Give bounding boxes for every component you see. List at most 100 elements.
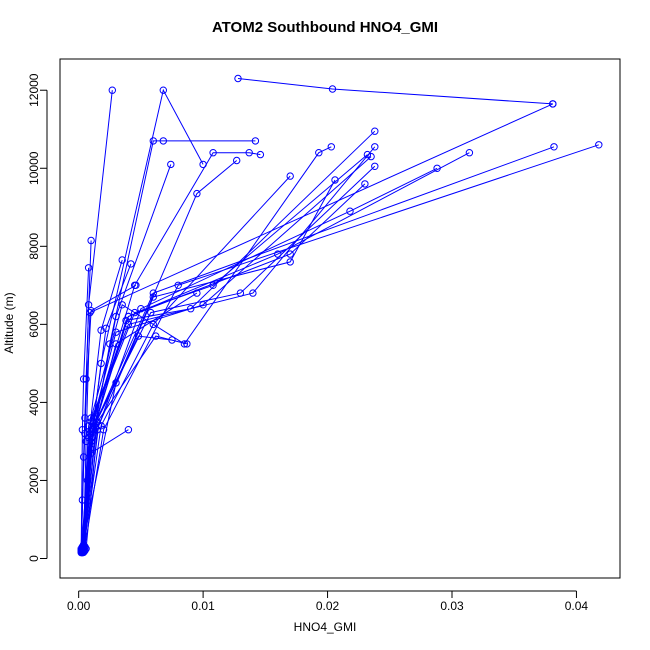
data-point	[118, 301, 126, 309]
data-point	[550, 143, 558, 151]
series-line-12	[83, 156, 372, 553]
series-line-10	[83, 130, 376, 552]
data-point	[78, 547, 87, 556]
data-point	[193, 289, 201, 297]
data-point	[346, 207, 354, 215]
data-point	[286, 250, 294, 258]
series-line-13	[80, 154, 368, 552]
data-point	[168, 336, 176, 344]
data-point	[327, 143, 335, 151]
data-point	[286, 172, 294, 180]
data-point	[159, 86, 168, 94]
x-tick-label: 0.00	[67, 599, 91, 613]
data-point	[251, 137, 260, 145]
series-line-30	[81, 335, 188, 552]
data-point	[328, 85, 337, 93]
data-point	[87, 236, 95, 245]
series-line-29	[83, 335, 173, 551]
data-point	[371, 162, 379, 171]
y-tick-label: 2000	[27, 467, 41, 494]
data-point	[93, 418, 102, 426]
x-axis-label: HNO4_GMI	[293, 620, 357, 634]
x-axis: 0.00 0.01 0.02 0.03 0.04	[67, 590, 589, 613]
data-point	[595, 141, 603, 149]
data-point	[233, 156, 241, 165]
data-point	[465, 149, 474, 157]
plot-frame	[59, 58, 621, 579]
y-tick-label: 6000	[27, 311, 41, 338]
data-point	[97, 326, 105, 334]
series-layer	[77, 74, 603, 557]
y-tick-label: 10000	[27, 151, 41, 185]
data-point	[174, 281, 182, 289]
y-tick-label: 4000	[27, 389, 41, 416]
y-axis: 0 2000 4000 6000 8000 10000 12000	[27, 73, 48, 562]
data-point	[274, 250, 282, 258]
series-line-18	[81, 152, 470, 551]
data-point	[331, 176, 339, 184]
series-line-9	[84, 146, 332, 551]
data-point	[315, 149, 323, 157]
data-point	[256, 150, 265, 159]
data-point	[124, 312, 133, 321]
data-point	[209, 149, 217, 157]
series-line-5	[83, 140, 256, 545]
x-tick-label: 0.03	[440, 599, 464, 613]
data-point	[84, 433, 93, 442]
data-point	[79, 453, 88, 461]
data-point	[112, 328, 120, 336]
data-point	[149, 289, 158, 297]
series-line-27	[80, 267, 90, 549]
data-point	[361, 180, 369, 188]
data-point	[127, 260, 135, 268]
data-point	[147, 308, 155, 317]
series-line-3	[237, 78, 553, 105]
data-point	[180, 340, 189, 348]
series-line-21	[83, 175, 291, 549]
x-tick-label: 0.01	[191, 599, 215, 613]
data-point	[234, 74, 242, 83]
data-point	[137, 305, 145, 313]
x-tick-label: 0.04	[565, 599, 589, 613]
data-point	[134, 332, 143, 340]
data-point	[87, 307, 95, 315]
data-point	[193, 189, 201, 198]
data-point	[149, 137, 158, 145]
data-point	[152, 332, 160, 340]
data-point	[159, 137, 168, 145]
data-point	[79, 375, 88, 383]
y-tick-label: 8000	[27, 233, 41, 260]
data-point	[371, 127, 379, 135]
data-point	[549, 100, 557, 108]
data-point	[78, 426, 87, 434]
series-line-15	[84, 183, 366, 547]
data-point	[149, 320, 158, 329]
series-line-26	[80, 240, 92, 551]
data-point	[124, 426, 133, 434]
data-point	[286, 258, 294, 266]
data-point	[371, 143, 379, 151]
data-point	[367, 152, 375, 161]
y-tick-label: 0	[27, 555, 41, 562]
data-point	[187, 305, 195, 313]
data-point	[82, 375, 90, 383]
data-point	[112, 340, 120, 348]
data-point	[97, 422, 105, 430]
series-line-17	[83, 179, 336, 547]
data-point	[84, 264, 93, 272]
data-point	[102, 324, 110, 332]
data-point	[236, 289, 245, 297]
data-point	[108, 86, 117, 94]
data-point	[79, 547, 88, 555]
data-point	[183, 340, 191, 348]
series-line-16	[85, 167, 438, 549]
x-tick-label: 0.02	[316, 599, 340, 613]
data-point	[132, 281, 140, 289]
data-point	[167, 160, 175, 169]
data-point	[363, 150, 372, 159]
chart-title: ATOM2 Southbound HNO4_GMI	[211, 19, 439, 36]
data-point	[245, 149, 253, 157]
series-line-7	[80, 160, 238, 551]
series-line-24	[81, 259, 123, 549]
